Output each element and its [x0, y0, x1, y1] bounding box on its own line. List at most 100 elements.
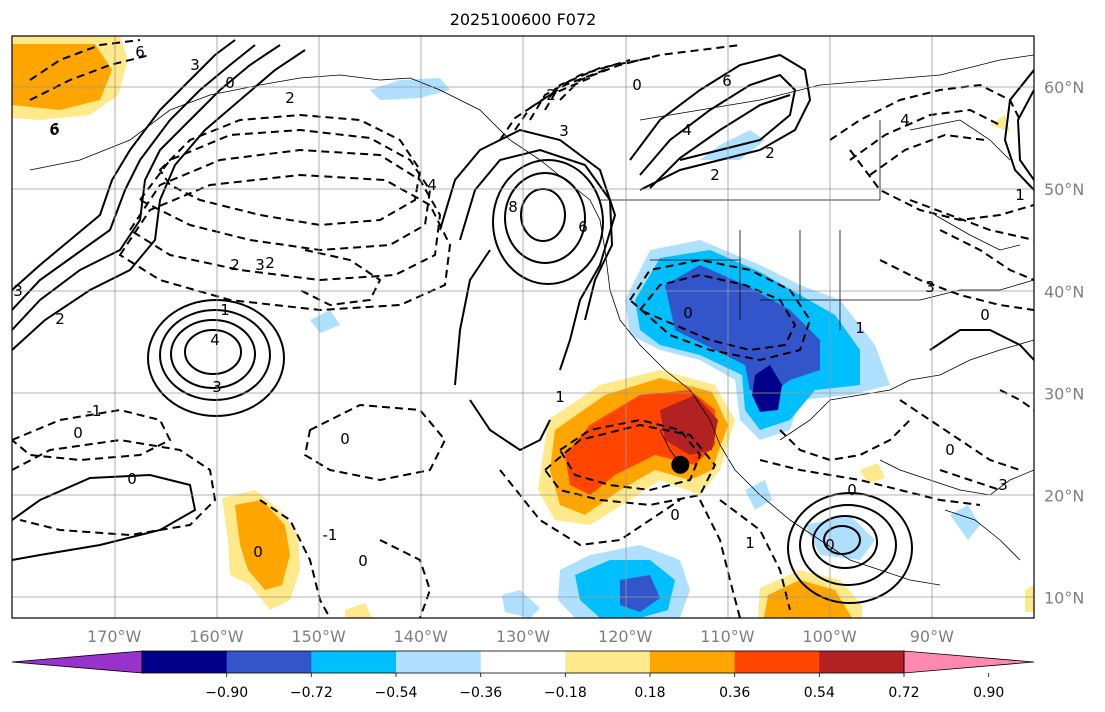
colorbar: −0.90 −0.72 −0.54 −0.36 −0.18 0.18 0.36 0.54 0.7…: [11, 650, 1035, 701]
colorbar-tick-label: 0.90: [973, 685, 1004, 701]
colorbar-tick-label: 0.72: [888, 685, 919, 701]
colorbar-segment: [396, 651, 482, 673]
lat-tick-label: 20°N: [1044, 487, 1084, 506]
shade-swus-dark: [665, 265, 820, 395]
contour-label: 1: [1015, 186, 1025, 204]
contour-label: 1: [855, 319, 865, 337]
map-frame: [11, 35, 1035, 619]
shade-warm-small-3: [990, 115, 1010, 132]
location-marker: [671, 455, 690, 474]
colorbar-segment: [311, 651, 397, 673]
shade-warm-small-4: [1025, 585, 1034, 612]
contour-label: 3: [998, 476, 1008, 494]
contour-label: 0: [358, 552, 368, 570]
coastlines: [29, 54, 1034, 586]
lon-tick-label: 130°W: [496, 627, 551, 646]
contour-label: 6: [578, 218, 588, 236]
contour-label: 6: [722, 72, 732, 90]
lon-tick-label: 140°W: [394, 627, 449, 646]
contour-label: 2: [285, 89, 295, 107]
contour-label: 3: [559, 122, 569, 140]
contour-label: 2: [710, 166, 720, 184]
colorbar-extend-low: [11, 650, 143, 674]
contour-label: 0: [632, 76, 642, 94]
contour-label: 6: [50, 120, 60, 138]
lat-tick-label: 50°N: [1044, 180, 1084, 199]
contour-label: 3: [925, 278, 935, 296]
colorbar-tick-label: −0.54: [375, 685, 418, 701]
colorbar-tick-label: −0.90: [205, 685, 248, 701]
latitude-axis: 10°N 20°N 30°N 40°N 50°N 60°N: [1044, 78, 1084, 608]
lon-tick-label: 100°W: [802, 627, 857, 646]
contour-label: 0: [683, 304, 693, 322]
shade-hawaii-mid: [235, 500, 290, 590]
gridlines: [12, 36, 1034, 618]
lat-tick-label: 30°N: [1044, 384, 1084, 403]
lat-tick-label: 10°N: [1044, 589, 1084, 608]
lon-tick-label: 120°W: [598, 627, 653, 646]
lat-tick-label: 40°N: [1044, 282, 1084, 301]
contour-label: 1: [745, 534, 755, 552]
lon-tick-label: 170°W: [87, 627, 142, 646]
lat-tick-label: 60°N: [1044, 78, 1084, 97]
contour-label: 0: [73, 424, 83, 442]
lon-tick-label: 90°W: [910, 627, 954, 646]
contour-label: 2: [230, 256, 240, 274]
contour-label: 6: [135, 43, 145, 61]
contour-label: 0: [980, 306, 990, 324]
contour-label: 4: [427, 176, 437, 194]
contour-label: 1: [220, 301, 230, 319]
colorbar-extend-high: [903, 650, 1035, 674]
contour-label: 0: [127, 470, 137, 488]
contour-label: 4: [682, 121, 692, 139]
colorbar-tick-label: −0.72: [290, 685, 333, 701]
contour-label: 3: [13, 282, 23, 300]
shade-warm-small-1: [345, 603, 372, 618]
colorbar-tick-label: −0.36: [459, 685, 502, 701]
contour-label: 3: [255, 256, 265, 274]
shade-cool-small-1: [310, 310, 340, 333]
colorbar-segment: [650, 651, 736, 673]
contours-positive: [12, 39, 1034, 604]
shade-nw-mid: [12, 44, 112, 110]
contour-label: -1: [87, 402, 102, 420]
contours-negative: [12, 39, 1034, 618]
contour-label: 0: [225, 74, 235, 92]
contour-label: 2: [765, 144, 775, 162]
contour-label: 0: [945, 441, 955, 459]
colorbar-segment: [819, 651, 905, 673]
shade-cool-central: [805, 515, 875, 560]
contour-label: 2: [265, 254, 275, 272]
plot-title: 2025100600 F072: [449, 10, 597, 29]
contour-label: 4: [900, 111, 910, 129]
contour-label: 0: [670, 506, 680, 524]
contour-label: 2: [546, 86, 556, 104]
contour-label: 1: [555, 388, 565, 406]
contour-label: 2: [55, 310, 65, 328]
shaded-anomalies: [12, 36, 1034, 618]
contour-label: 4: [210, 331, 220, 349]
contour-label: 8: [508, 198, 518, 216]
colorbar-segment: [142, 651, 228, 673]
contour-label: 0: [340, 430, 350, 448]
colorbar-segment: [226, 651, 312, 673]
contour-label: 0: [253, 543, 263, 561]
shade-south-cool-dark: [620, 575, 660, 612]
colorbar-tick-label: −0.18: [544, 685, 587, 701]
shade-swus-navy: [752, 365, 782, 412]
lon-tick-label: 160°W: [189, 627, 244, 646]
contour-label: -1: [323, 526, 338, 544]
contour-label: 0: [847, 481, 857, 499]
lon-tick-label: 150°W: [291, 627, 346, 646]
longitude-axis: 170°W 160°W 150°W 140°W 130°W 120°W 110°W 100°W…: [87, 627, 954, 646]
colorbar-tick-label: 0.54: [804, 685, 835, 701]
colorbar-tick-label: 0.36: [719, 685, 750, 701]
contour-label: 3: [212, 378, 222, 396]
colorbar-segment: [565, 651, 651, 673]
colorbar-tick-label: 0.18: [634, 685, 665, 701]
colorbar-segment: [480, 651, 566, 673]
contour-label: 3: [190, 56, 200, 74]
contour-label: 0: [825, 536, 835, 554]
